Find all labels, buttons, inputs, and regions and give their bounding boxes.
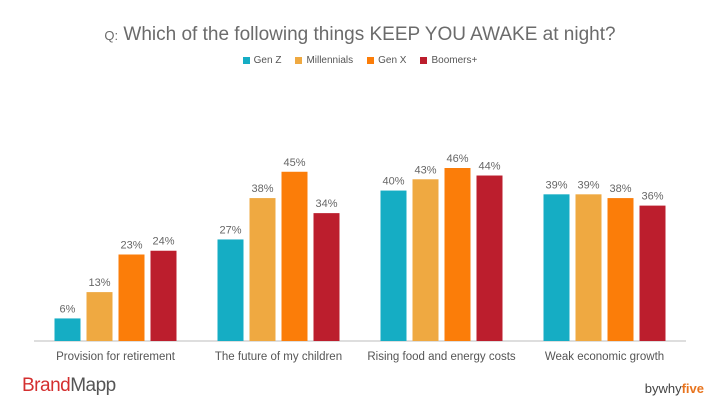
data-label: 27% xyxy=(219,224,241,236)
brand-part2: Mapp xyxy=(70,375,116,396)
bar xyxy=(575,194,602,341)
data-label: 23% xyxy=(120,240,142,252)
bar xyxy=(476,175,503,341)
bar xyxy=(217,239,244,341)
bar xyxy=(281,171,308,341)
bar xyxy=(313,213,340,341)
bar xyxy=(412,179,439,341)
legend-swatch xyxy=(295,57,303,64)
legend-item: Gen X xyxy=(367,55,406,66)
data-label: 39% xyxy=(577,179,599,191)
title-text: Which of the following things KEEP YOU A… xyxy=(123,24,616,45)
data-label: 6% xyxy=(60,303,76,315)
brand-logo: BrandMapp xyxy=(22,375,116,397)
legend-swatch xyxy=(367,57,375,64)
bar xyxy=(380,190,407,341)
data-label: 38% xyxy=(609,183,631,195)
data-label: 38% xyxy=(251,183,273,195)
legend-swatch xyxy=(242,57,250,64)
data-label: 13% xyxy=(88,277,110,289)
byline-logo: bywhyfive xyxy=(645,381,704,396)
bar xyxy=(54,318,81,341)
legend-label: Gen Z xyxy=(253,55,282,66)
category-label: Provision for retirement xyxy=(56,351,176,363)
bar xyxy=(543,194,570,341)
byline-prefix: by xyxy=(644,381,659,396)
bar xyxy=(118,254,145,341)
bar xyxy=(150,250,177,341)
bar xyxy=(86,292,113,341)
data-label: 24% xyxy=(152,236,174,248)
data-label: 43% xyxy=(414,164,436,176)
data-label: 40% xyxy=(382,176,404,188)
bar xyxy=(607,198,634,341)
bar xyxy=(444,168,471,341)
legend-swatch xyxy=(420,57,428,64)
bar xyxy=(249,198,276,341)
category-label: Weak economic growth xyxy=(545,351,664,363)
legend-label: Millennials xyxy=(306,55,354,66)
legend: Gen Z Millennials Gen X Boomers+ xyxy=(0,55,720,66)
data-label: 34% xyxy=(315,198,337,210)
legend-label: Boomers+ xyxy=(431,55,478,66)
legend-item: Boomers+ xyxy=(420,55,477,66)
data-label: 36% xyxy=(641,191,663,203)
data-label: 39% xyxy=(545,179,567,191)
data-label: 45% xyxy=(283,157,305,169)
data-label: 46% xyxy=(446,153,468,165)
category-label: The future of my children xyxy=(215,351,342,363)
data-label: 44% xyxy=(478,161,500,173)
category-label: Rising food and energy costs xyxy=(367,351,516,363)
chart-title: Q: Which of the following things KEEP YO… xyxy=(0,24,720,46)
byline-accent: five xyxy=(681,381,704,396)
title-prefix: Q: xyxy=(104,28,119,43)
byline-mid: why xyxy=(658,381,682,396)
bar xyxy=(639,205,666,341)
legend-label: Gen X xyxy=(378,55,407,66)
legend-item: Millennials xyxy=(295,55,353,66)
legend-item: Gen Z xyxy=(242,55,282,66)
brand-part1: Brand xyxy=(22,375,71,396)
